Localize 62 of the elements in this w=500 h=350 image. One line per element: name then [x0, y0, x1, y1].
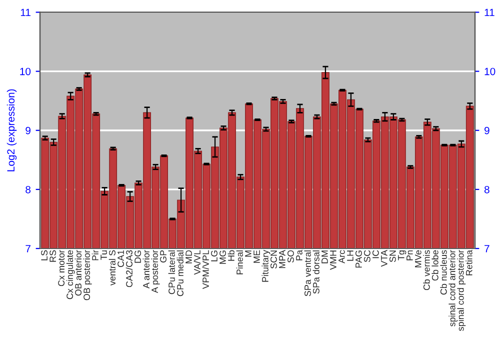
x-tick-label: CA1 — [118, 250, 124, 267]
y2-tick-label: 11 — [484, 8, 494, 16]
x-tick-label: OB anterior — [74, 250, 82, 296]
x-tick-label: SPa dorsal — [312, 250, 320, 294]
x-tick-label: Pn — [406, 250, 413, 260]
y2-tick-label: 8 — [484, 186, 490, 194]
y-tick-label: 11 — [20, 8, 30, 16]
x-tick-label: Tu — [100, 250, 107, 260]
x-tick-label: CPu lateral — [168, 250, 175, 294]
y2-tick-label: 7 — [484, 245, 490, 252]
y-tick-label: 8 — [26, 186, 31, 194]
x-tick-label: Cb lobe — [432, 250, 438, 281]
y2-tick-label: 9 — [484, 126, 490, 134]
x-tick-label: Arc — [338, 250, 345, 264]
x-tick-label: VMH — [330, 250, 336, 270]
x-tick-label: Cx cingulate — [66, 250, 75, 300]
x-tick-label: ventral S — [108, 250, 116, 286]
x-tick-label: LG — [211, 250, 218, 262]
x-tick-label: LH — [347, 250, 354, 261]
x-tick-label: spinal cord posterior — [457, 250, 466, 331]
x-tick-label: MPA — [279, 250, 286, 268]
x-tick-label: ME — [254, 250, 260, 263]
x-tick-label: CA2/CA3 — [126, 250, 132, 288]
x-tick-label: SC — [364, 250, 370, 262]
x-tick-label: Cb vermis — [423, 250, 430, 290]
x-tick-label: SCN — [270, 250, 277, 269]
x-tick-label: LS — [41, 250, 48, 260]
x-tick-label: Retina — [466, 250, 472, 276]
x-tick-label: Pir — [92, 250, 98, 260]
x-tick-label: IC — [372, 250, 379, 258]
x-tick-label: Cb nucleus — [440, 250, 447, 295]
x-tick-label: PAG — [355, 250, 362, 268]
x-tick-label: A anterior — [142, 250, 150, 289]
y-tick-label: 9 — [26, 126, 30, 134]
x-tick-label: VA/VL — [194, 250, 200, 275]
x-tick-label: RS — [50, 250, 56, 262]
x-tick-label: SO — [288, 250, 294, 263]
x-tick-label: A posterior — [151, 250, 160, 294]
x-tick-label: VPM/VPL — [202, 250, 209, 289]
x-tick-label: Pa — [296, 250, 302, 260]
x-tick-label: DG — [134, 250, 141, 263]
x-tick-label: Pineal — [236, 250, 243, 274]
y-tick-label: 7 — [26, 245, 30, 252]
y-axis-title: Log2 (expression) — [6, 89, 17, 172]
x-tick-label: GP — [160, 250, 166, 262]
x-tick-label: Tg — [398, 250, 406, 260]
x-tick-label: M — [245, 250, 252, 257]
x-tick-label: CPu medial — [176, 250, 184, 296]
x-tick-label: MVe — [415, 250, 422, 268]
x-tick-label: Pituitary — [262, 250, 270, 282]
x-tick-label: SN — [389, 250, 396, 262]
y-tick-label: 10 — [20, 68, 31, 76]
x-tick-label: MD — [186, 250, 192, 264]
x-tick-label: Hb — [228, 250, 234, 261]
x-tick-label: Cx motor — [58, 250, 65, 286]
x-tick-label: MG — [220, 250, 226, 264]
x-tick-label: VTA — [381, 250, 388, 267]
x-tick-label: spinal cord anterior — [448, 250, 458, 326]
x-tick-label: OB posterior — [83, 250, 92, 300]
x-tick-label: DM — [322, 250, 328, 264]
x-tick-label: SPa ventral — [304, 250, 311, 296]
y2-tick-label: 10 — [484, 68, 496, 76]
